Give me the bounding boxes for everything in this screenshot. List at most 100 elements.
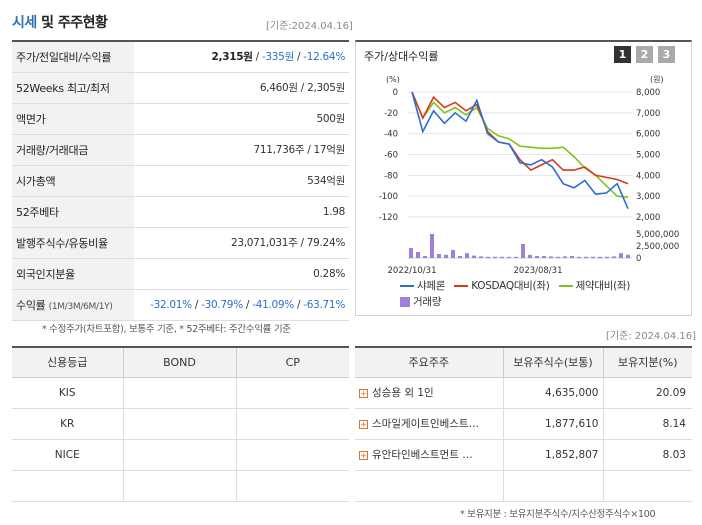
y-right-tick: 2,000: [636, 213, 660, 223]
market-note: * 수정주가(차트포함), 보통주 기준, * 52주베타: 주간수익률 기준: [42, 324, 291, 335]
holder-shares: 1,852,807: [502, 439, 603, 471]
table-row: NICE: [12, 439, 349, 471]
value-returns: -32.01% / -30.79% / -41.09% / -63.71%: [134, 289, 349, 321]
holders-date: [기준: 2024.04.16]: [606, 331, 697, 342]
y-right-tick: 3,000: [636, 192, 660, 202]
return-1y: -63.71%: [303, 298, 345, 311]
chart-legend: 샤페론 KOSDAQ대비(좌) 제약대비(좌): [400, 278, 630, 293]
y-right-tick: 5,000: [636, 151, 660, 161]
volume-bar: [500, 256, 504, 258]
holder-name[interactable]: + 스마일게이트인베스트…: [355, 408, 503, 440]
title-main: 시세: [12, 15, 37, 31]
label-foreign: 외국인지분율: [12, 258, 134, 290]
volume-bar: [549, 256, 553, 258]
legend-s3: 제약대비(좌): [558, 280, 630, 292]
volume-bar: [626, 254, 630, 258]
vol-tick: 2,500,000: [636, 242, 679, 252]
volume-bar: [437, 254, 441, 258]
volume-bar: [514, 256, 518, 258]
table-row: [355, 470, 692, 502]
y-left-tick: -60: [384, 151, 398, 161]
price: 2,315원: [211, 51, 253, 64]
plus-icon[interactable]: +: [359, 419, 368, 429]
credit-agency: KR: [12, 408, 123, 440]
label-52w: 52Weeks 최고/최저: [12, 72, 134, 104]
label-returns: 수익률 (1M/3M/6M/1Y): [12, 289, 134, 321]
volume-bar: [570, 256, 574, 258]
y-left-tick: -40: [384, 130, 398, 140]
value-mktcap: 534억원: [134, 165, 349, 197]
volume-bar: [521, 244, 525, 258]
value-foreign: 0.28%: [134, 258, 349, 290]
volume-bar: [619, 253, 623, 258]
volume-bar: [584, 256, 588, 258]
left-unit: (%): [386, 75, 400, 84]
holder-pct: 20.09: [602, 377, 692, 409]
y-left-tick: -120: [379, 213, 398, 223]
change: -335원: [261, 51, 294, 64]
chart-panel: 주가/상대수익률 1 2 3 0 8,000 -20 7,000 -40 6,000 -60…: [355, 40, 692, 316]
plus-icon[interactable]: +: [359, 450, 368, 460]
table-row: + 성승용 외 1인 4,635,000 20.09: [355, 377, 692, 409]
volume-bar: [416, 252, 420, 258]
credit-header-bond: BOND: [122, 347, 236, 378]
chart-page-1-button[interactable]: 1: [614, 46, 631, 63]
volume-bar: [556, 256, 560, 258]
volume-bar: [479, 256, 483, 258]
table-row: + 유안타인베스트먼트 … 1,852,807 8.03: [355, 439, 692, 471]
series-line: [411, 91, 629, 210]
legend-s1: 샤페론: [400, 280, 445, 292]
credit-header-rating: 신용등급: [12, 347, 123, 378]
label-shares: 발행주식수/유동비율: [12, 227, 134, 259]
volume-bar: [493, 256, 497, 258]
volume-bar: [465, 253, 469, 258]
market-info-table: 주가/전일대비/수익률 2,315원 / -335원 / -12.64% 52W…: [12, 40, 349, 321]
volume-bar: [507, 256, 511, 258]
volume-bar: [528, 254, 532, 258]
right-unit: (원): [650, 75, 664, 84]
value-shares: 23,071,031주 / 79.24%: [134, 227, 349, 259]
y-right-tick: 6,000: [636, 130, 660, 140]
holder-name[interactable]: + 유안타인베스트먼트 …: [355, 439, 503, 471]
y-right-tick: 8,000: [636, 88, 660, 98]
holders-header-shares: 보유주식수(보통): [502, 347, 603, 378]
volume-bar: [542, 256, 546, 258]
volume-bar: [430, 234, 434, 258]
x-tick: 2022/10/31: [388, 266, 437, 276]
volume-bar: [563, 256, 567, 258]
holder-name[interactable]: + 성승용 외 1인: [355, 377, 503, 409]
table-row: KIS: [12, 377, 349, 409]
return-3m: -30.79%: [201, 298, 243, 311]
volume-bar: [612, 256, 616, 258]
returns-label: 수익률: [16, 298, 46, 312]
holders-table: 주요주주 보유주식수(보통) 보유지분(%) + 성승용 외 1인 4,635,0…: [355, 346, 692, 502]
volume-bar: [458, 256, 462, 258]
change-pct: -12.64%: [303, 51, 345, 64]
volume-bar: [444, 254, 448, 258]
value-volume: 711,736주 / 17억원: [134, 134, 349, 166]
y-left-tick: -20: [384, 109, 398, 119]
return-1m: -32.01%: [150, 298, 192, 311]
label-beta: 52주베타: [12, 196, 134, 228]
y-right-tick: 7,000: [636, 109, 660, 119]
market-date: [기준:2024.04.16]: [266, 21, 353, 32]
page-title: 시세 및 주주현황: [12, 12, 108, 32]
volume-bar: [472, 255, 476, 258]
volume-bar: [451, 250, 455, 258]
table-row: [12, 470, 349, 502]
chart-page-3-button[interactable]: 3: [658, 46, 675, 63]
holder-pct: 8.03: [602, 439, 692, 471]
volume-bar: [535, 256, 539, 258]
y-left-tick: -100: [379, 192, 398, 202]
y-left-tick: -80: [384, 171, 398, 181]
price-chart: 0 8,000 -20 7,000 -40 6,000 -60 5,000 -80 4,000 -1…: [379, 75, 680, 276]
holders-header-pct: 보유지분(%): [602, 347, 692, 378]
holders-note: * 보유지분 : 보유지분주식수/지수산정주식수×100: [460, 509, 656, 520]
holders-header-name: 주요주주: [355, 347, 503, 378]
chart-page-2-button[interactable]: 2: [636, 46, 653, 63]
return-6m: -41.09%: [252, 298, 294, 311]
volume-bar: [605, 256, 609, 258]
plus-icon[interactable]: +: [359, 388, 368, 398]
series-line: [411, 91, 629, 185]
row-price: 주가/전일대비/수익률 2,315원 / -335원 / -12.64%: [12, 41, 349, 73]
